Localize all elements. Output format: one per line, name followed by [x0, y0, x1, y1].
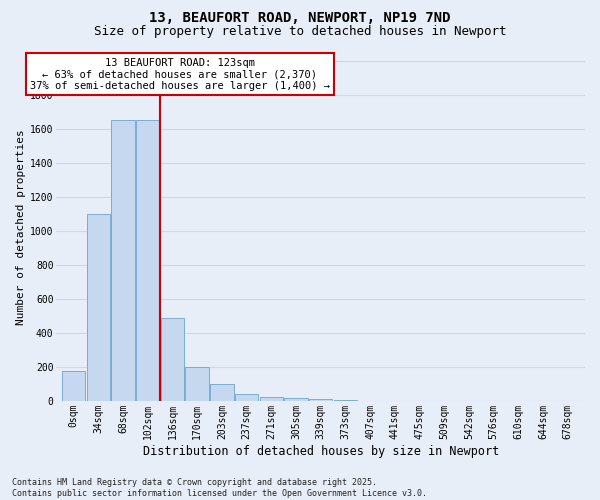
Text: 13 BEAUFORT ROAD: 123sqm
← 63% of detached houses are smaller (2,370)
37% of sem: 13 BEAUFORT ROAD: 123sqm ← 63% of detach…	[30, 58, 330, 91]
Text: 13, BEAUFORT ROAD, NEWPORT, NP19 7ND: 13, BEAUFORT ROAD, NEWPORT, NP19 7ND	[149, 12, 451, 26]
Bar	[161, 318, 184, 401]
Bar	[86, 214, 110, 401]
Bar	[260, 396, 283, 401]
Bar	[62, 371, 85, 401]
Bar	[284, 398, 308, 401]
Text: Contains HM Land Registry data © Crown copyright and database right 2025.
Contai: Contains HM Land Registry data © Crown c…	[12, 478, 427, 498]
Bar	[334, 400, 357, 401]
Bar	[136, 120, 160, 401]
Bar	[112, 120, 135, 401]
Bar	[210, 384, 233, 401]
Text: Size of property relative to detached houses in Newport: Size of property relative to detached ho…	[94, 25, 506, 38]
Bar	[309, 399, 332, 401]
Bar	[185, 367, 209, 401]
X-axis label: Distribution of detached houses by size in Newport: Distribution of detached houses by size …	[143, 444, 499, 458]
Y-axis label: Number of detached properties: Number of detached properties	[16, 129, 26, 324]
Bar	[235, 394, 259, 401]
